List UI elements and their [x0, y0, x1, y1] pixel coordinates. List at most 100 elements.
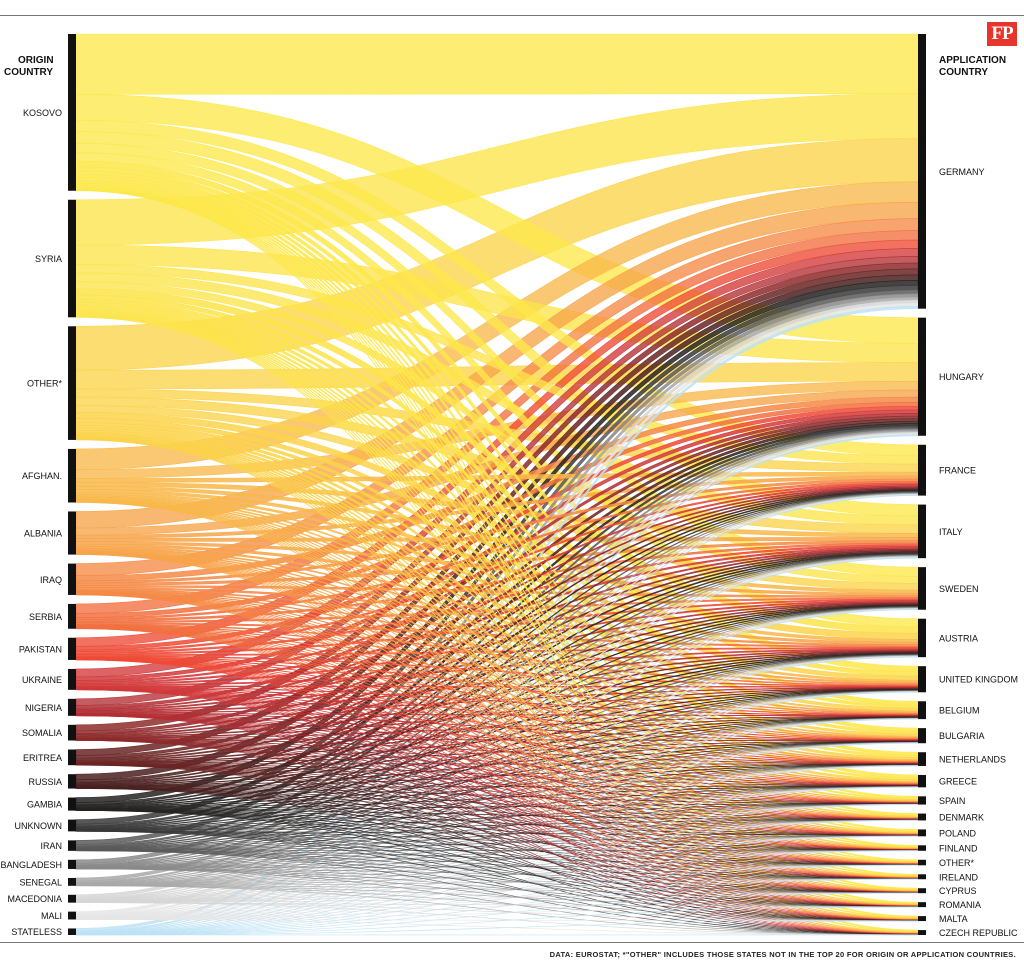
destination-label-cyprus: CYPRUS: [939, 886, 977, 896]
origin-label-mali: MALI: [41, 911, 62, 921]
origin-bar-serbia: [68, 603, 76, 629]
top-rule: [0, 15, 1024, 16]
destination-label-bulgaria: BULGARIA: [939, 731, 985, 741]
destination-bar-spain: [918, 796, 926, 805]
destination-bar-hungary: [918, 317, 926, 436]
origin-label-iraq: IRAQ: [40, 575, 62, 585]
application-heading-line2: COUNTRY: [939, 67, 988, 78]
destination-label-czech-republic: CZECH REPUBLIC: [939, 928, 1018, 938]
origin-bar-eritrea: [68, 749, 76, 766]
destination-label-other: OTHER*: [939, 858, 975, 868]
origin-label-albania: ALBANIA: [24, 529, 62, 539]
origin-label-iran: IRAN: [40, 841, 62, 851]
destination-label-netherlands: NETHERLANDS: [939, 755, 1006, 765]
destination-bar-ireland: [918, 874, 926, 880]
origin-label-macedonia: MACEDONIA: [7, 894, 62, 904]
origin-label-other: OTHER*: [27, 379, 63, 389]
destination-bar-austria: [918, 618, 926, 658]
node-bars: [68, 34, 926, 935]
destination-bar-czech-republic: [918, 930, 926, 935]
destination-bar-malta: [918, 916, 926, 922]
origin-label-kosovo: KOSOVO: [23, 108, 62, 118]
origin-bar-unknown: [68, 819, 76, 832]
source-footnote: DATA: EUROSTAT; *"OTHER" INCLUDES THOSE …: [549, 950, 1016, 959]
origin-bar-nigeria: [68, 698, 76, 716]
destination-bar-united-kingdom: [918, 666, 926, 693]
destination-label-poland: POLAND: [939, 828, 977, 838]
destination-label-spain: SPAIN: [939, 796, 965, 806]
destination-label-belgium: BELGIUM: [939, 706, 980, 716]
destination-label-romania: ROMANIA: [939, 900, 981, 910]
origin-label-gambia: GAMBIA: [27, 800, 62, 810]
destination-label-sweden: SWEDEN: [939, 584, 979, 594]
fp-logo: FP: [987, 22, 1017, 46]
destination-bar-belgium: [918, 701, 926, 720]
node-labels: KOSOVO SYRIA OTHER* AFGHAN. ALBANIA IRAQ SERBI…: [0, 108, 1018, 938]
origin-bar-albania: [68, 511, 76, 555]
origin-label-unknown: UNKNOWN: [15, 821, 63, 831]
origin-bar-afghan: [68, 448, 76, 503]
destination-bar-greece: [918, 774, 926, 788]
origin-bar-syria: [68, 199, 76, 318]
origin-bar-gambia: [68, 797, 76, 811]
origin-bar-russia: [68, 774, 76, 789]
destination-bar-bulgaria: [918, 728, 926, 744]
origin-bar-senegal: [68, 877, 76, 886]
destination-label-united-kingdom: UNITED KINGDOM: [939, 675, 1018, 685]
origin-heading-line1: ORIGIN: [18, 55, 54, 66]
origin-bar-somalia: [68, 724, 76, 741]
origin-bar-iran: [68, 840, 76, 851]
application-heading: APPLICATION COUNTRY: [939, 55, 1006, 78]
origin-label-eritrea: ERITREA: [23, 753, 62, 763]
destination-bar-italy: [918, 504, 926, 559]
destination-label-germany: GERMANY: [939, 167, 985, 177]
origin-bar-mali: [68, 911, 76, 920]
destination-label-hungary: HUNGARY: [939, 372, 984, 382]
destination-label-italy: ITALY: [939, 527, 963, 537]
origin-bar-macedonia: [68, 894, 76, 903]
origin-bar-kosovo: [68, 34, 76, 191]
origin-heading-line2: COUNTRY: [4, 67, 53, 78]
destination-label-greece: GREECE: [939, 777, 977, 787]
destination-bar-cyprus: [918, 888, 926, 894]
flow-links: [75, 33, 919, 936]
flow-stateless-to-malta: [75, 920, 919, 936]
destination-bar-sweden: [918, 567, 926, 610]
origin-label-nigeria: NIGERIA: [25, 703, 62, 713]
destination-bar-germany: [918, 34, 926, 309]
destination-label-denmark: DENMARK: [939, 813, 984, 823]
origin-label-stateless: STATELESS: [11, 927, 62, 937]
origin-label-ukraine: UKRAINE: [22, 675, 62, 685]
origin-label-bangladesh: BANGLADESH: [0, 860, 62, 870]
destination-bar-netherlands: [918, 752, 926, 766]
origin-bar-ukraine: [68, 668, 76, 690]
origin-label-serbia: SERBIA: [29, 612, 62, 622]
destination-bar-finland: [918, 845, 926, 851]
origin-bar-bangladesh: [68, 859, 76, 869]
destination-label-malta: MALTA: [939, 914, 968, 924]
destination-bar-other: [918, 859, 926, 866]
application-heading-line1: APPLICATION: [939, 55, 1006, 66]
destination-label-france: FRANCE: [939, 466, 976, 476]
origin-label-somalia: SOMALIA: [22, 728, 62, 738]
origin-label-syria: SYRIA: [35, 254, 62, 264]
destination-label-ireland: IRELAND: [939, 872, 979, 882]
origin-bar-iraq: [68, 563, 76, 595]
origin-heading: ORIGIN COUNTRY: [4, 55, 54, 78]
destination-bar-poland: [918, 829, 926, 837]
destination-bar-france: [918, 444, 926, 496]
origin-bar-stateless: [68, 928, 76, 935]
origin-bar-other: [68, 326, 76, 440]
destination-bar-romania: [918, 902, 926, 908]
destination-label-austria: AUSTRIA: [939, 633, 978, 643]
destination-label-finland: FINLAND: [939, 844, 978, 854]
origin-label-afghan: AFGHAN.: [22, 471, 62, 481]
origin-bar-pakistan: [68, 637, 76, 660]
origin-label-pakistan: PAKISTAN: [19, 644, 62, 654]
destination-bar-denmark: [918, 813, 926, 821]
origin-label-senegal: SENEGAL: [19, 877, 62, 887]
bottom-rule: [0, 942, 1024, 943]
origin-label-russia: RUSSIA: [28, 777, 62, 787]
